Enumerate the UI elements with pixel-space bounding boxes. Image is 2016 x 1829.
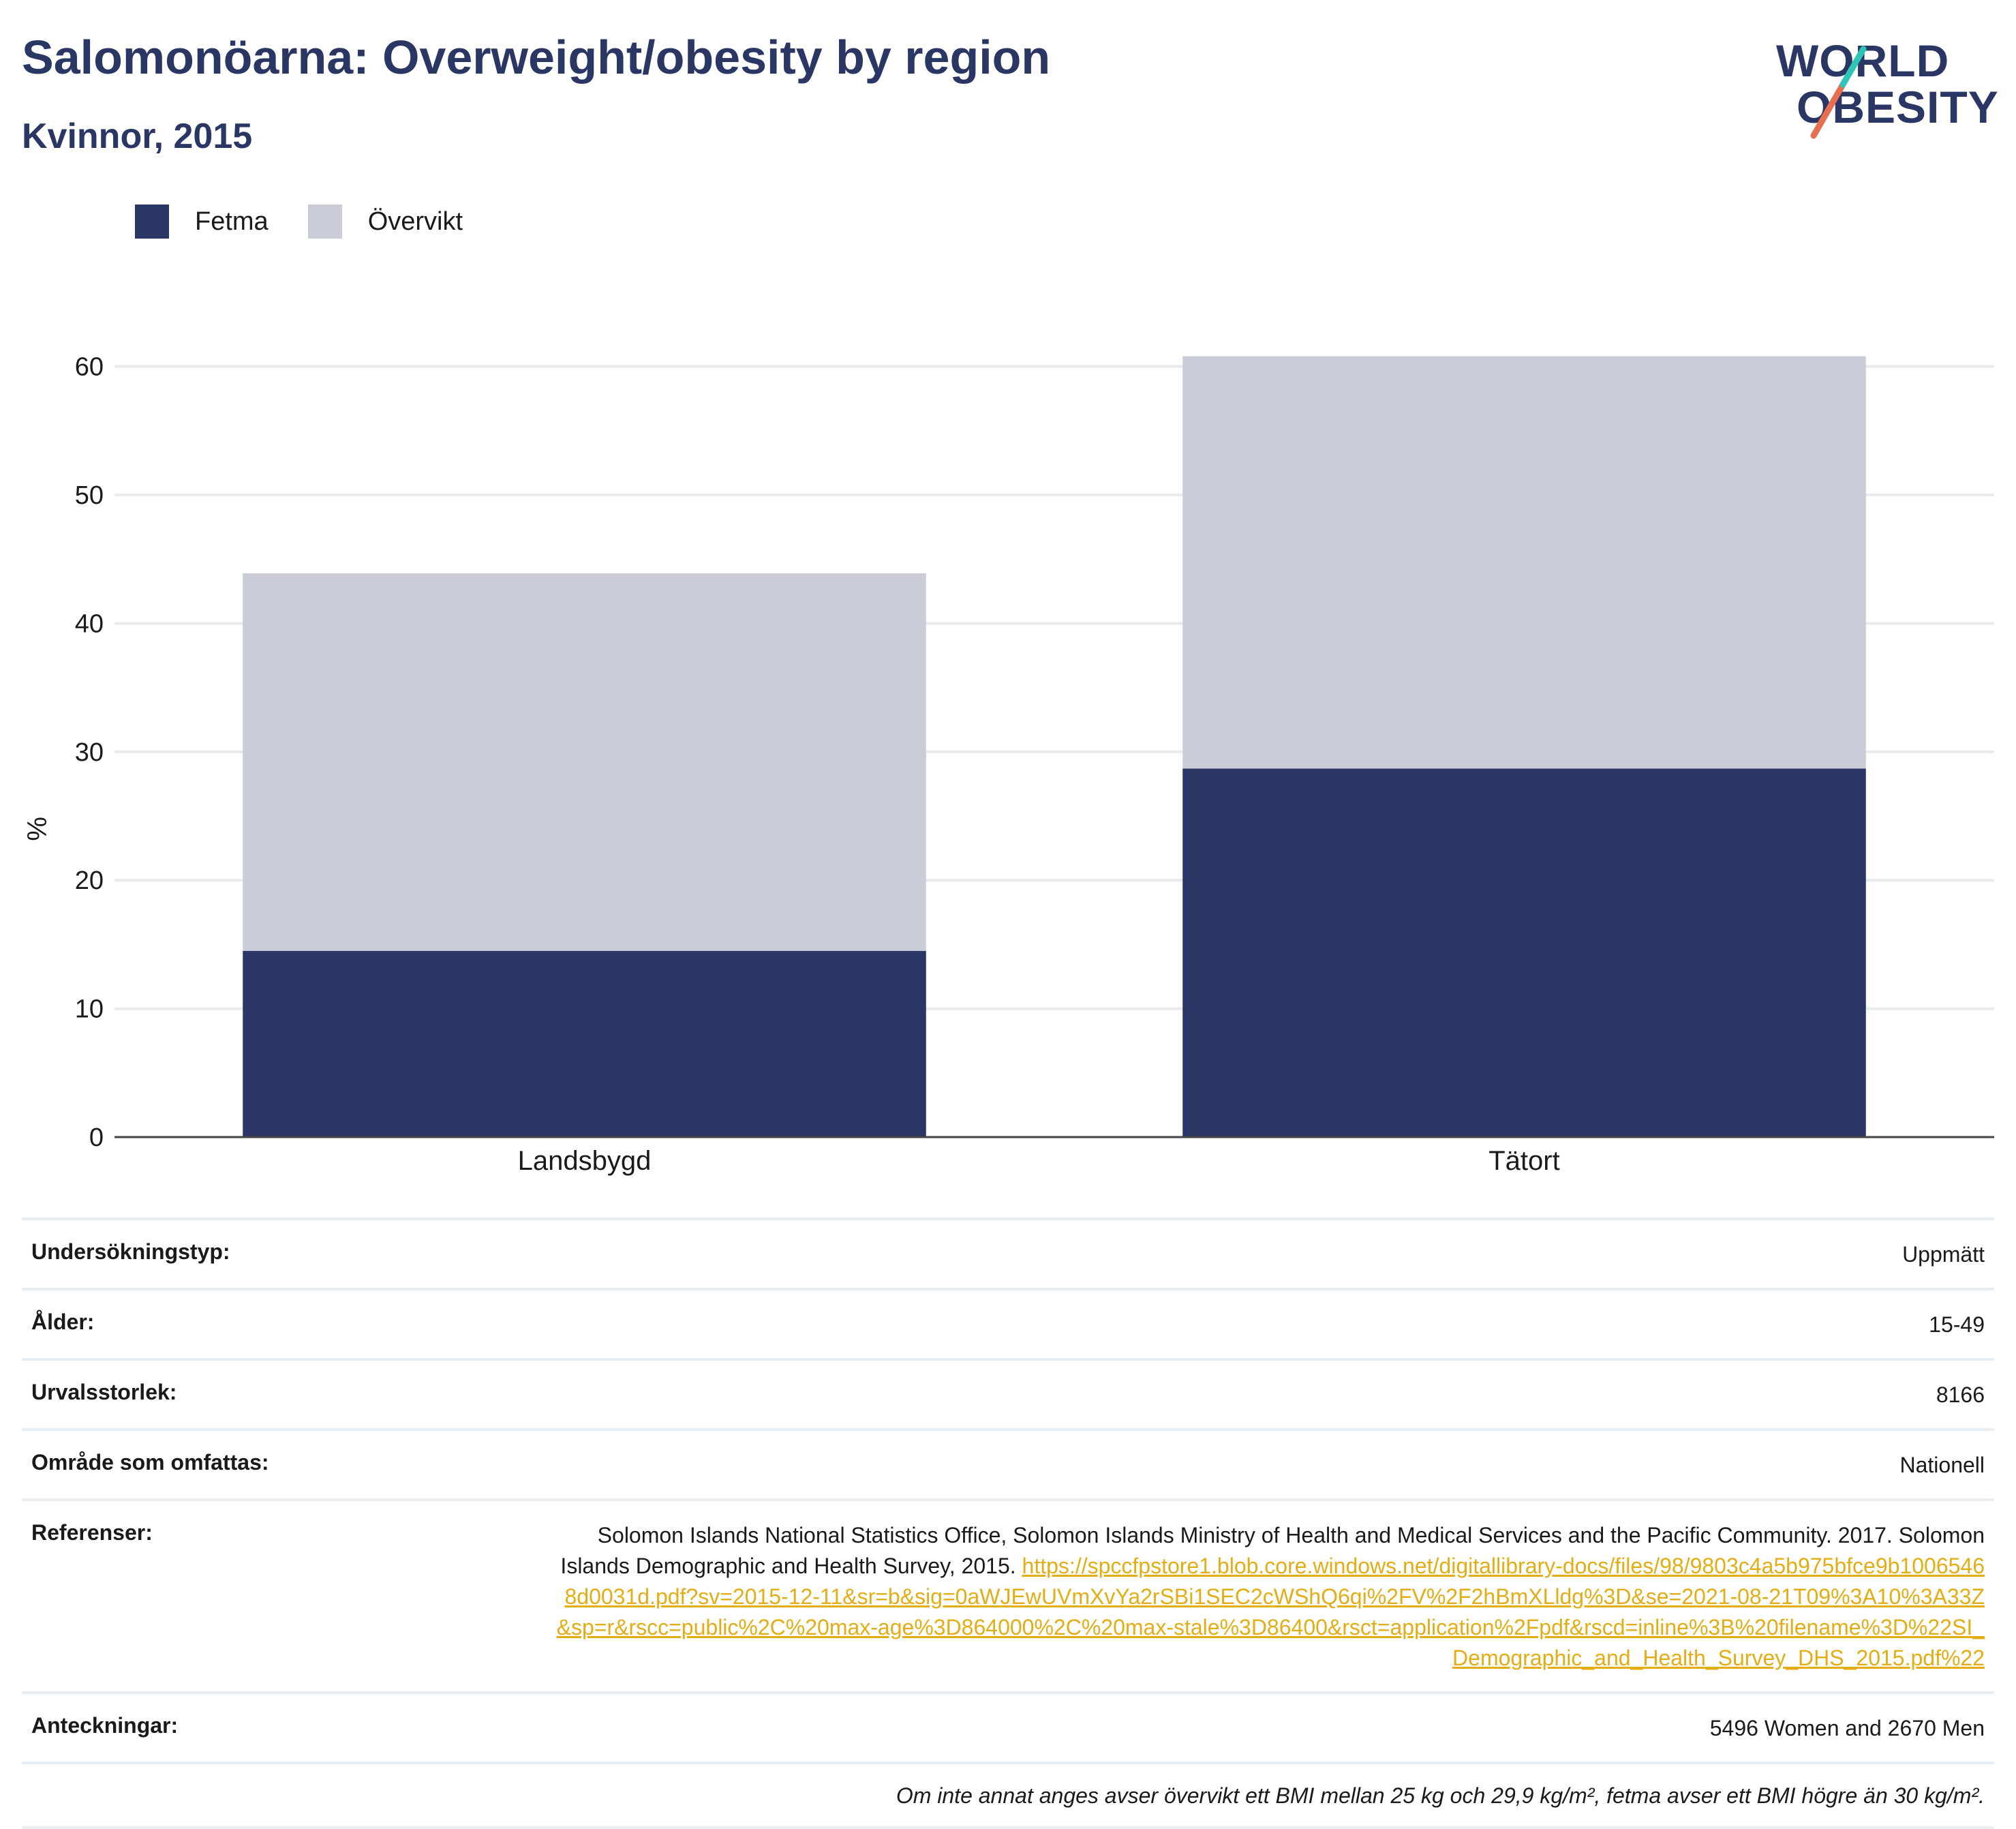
legend-label-overvikt: Övervikt — [367, 207, 463, 236]
legend-label-fetma: Fetma — [195, 207, 269, 236]
x-tick-label: Tätort — [1488, 1146, 1559, 1176]
bar-fetma-1 — [1182, 768, 1866, 1137]
chart-legend: Fetma Övervikt — [135, 205, 502, 239]
meta-value-sample-size: 8166 — [1936, 1382, 1985, 1407]
meta-key-references: Referenser: — [31, 1520, 153, 1545]
legend-swatch-fetma — [135, 205, 169, 239]
reference-link[interactable]: https://spccfpstore1.blob.core.windows.n… — [556, 1554, 1985, 1670]
y-tick-label: 60 — [75, 353, 104, 382]
reference-text: Solomon Islands National Statistics Offi… — [560, 1523, 1985, 1578]
y-tick-label: 40 — [75, 609, 104, 638]
bar-vervikt-1 — [1182, 356, 1866, 769]
bar-fetma-0 — [243, 950, 926, 1137]
y-tick-label: 10 — [75, 995, 104, 1024]
chart-subtitle: Kvinnor, 2015 — [22, 117, 253, 156]
meta-key-survey-type: Undersökningstyp: — [31, 1239, 230, 1264]
bar-chart: 0 10 20 30 40 50 60% Landsbygd Tätort — [22, 353, 1994, 1176]
meta-row-notes: Anteckningar: 5496 Women and 2670 Men — [22, 1691, 1994, 1762]
y-tick-label: 30 — [75, 738, 104, 767]
meta-value-age: 15-49 — [1929, 1312, 1985, 1337]
bmi-footnote: Om inte annat anges avser övervikt ett B… — [896, 1783, 1985, 1808]
meta-key-area: Område som omfattas: — [31, 1450, 269, 1475]
meta-key-notes: Anteckningar: — [31, 1713, 179, 1738]
meta-row-references: Referenser: Solomon Islands National Sta… — [22, 1498, 1994, 1691]
y-tick-label: 20 — [75, 866, 104, 895]
legend-swatch-overvikt — [307, 205, 342, 239]
meta-row-age: Ålder: 15-49 — [22, 1288, 1994, 1358]
metadata-table: Undersökningstyp: Uppmätt Ålder: 15-49 U… — [22, 1218, 1994, 1829]
meta-row-survey-type: Undersökningstyp: Uppmätt — [22, 1218, 1994, 1288]
meta-row-footnote: Om inte annat anges avser övervikt ett B… — [22, 1762, 1994, 1829]
chart-title: Salomonöarna: Overweight/obesity by regi… — [22, 31, 1051, 84]
meta-value-notes: 5496 Women and 2670 Men — [1709, 1716, 1985, 1740]
meta-row-sample-size: Urvalsstorlek: 8166 — [22, 1358, 1994, 1428]
world-obesity-logo: WORLD OBESITY — [1776, 23, 2001, 146]
meta-key-age: Ålder: — [31, 1310, 95, 1334]
y-tick-label: 0 — [89, 1123, 104, 1152]
bar-vervikt-0 — [243, 573, 926, 951]
meta-value-area: Nationell — [1899, 1453, 1985, 1477]
y-tick-label: 50 — [75, 481, 104, 510]
meta-key-sample-size: Urvalsstorlek: — [31, 1380, 177, 1404]
meta-row-area: Område som omfattas: Nationell — [22, 1428, 1994, 1498]
y-axis-title: % — [22, 817, 52, 841]
meta-value-survey-type: Uppmätt — [1902, 1242, 1985, 1267]
legend-item-overvikt[interactable]: Övervikt — [307, 205, 463, 239]
legend-item-fetma[interactable]: Fetma — [135, 205, 269, 239]
x-tick-label: Landsbygd — [518, 1146, 652, 1176]
logo-text-world: WORLD — [1776, 35, 1950, 86]
logo-slash-icon — [1810, 46, 1867, 139]
meta-value-references: Solomon Islands National Statistics Offi… — [553, 1520, 1985, 1674]
